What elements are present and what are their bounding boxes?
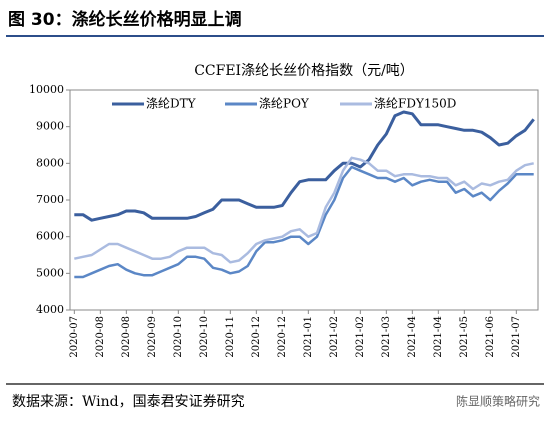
x-tick-label: 2020-09 (147, 316, 158, 358)
legend-label: 涤纶FDY150D (374, 97, 456, 111)
legend-label: 涤纶DTY (146, 97, 197, 111)
source: 数据来源：Wind，国泰君安证券研究 (12, 394, 245, 410)
x-tick-label: 2020-10 (173, 316, 184, 358)
x-tick-label: 2020-12 (251, 316, 262, 358)
y-tick-label: 4000 (36, 303, 64, 316)
series-line (74, 165, 534, 279)
series-line (74, 110, 535, 222)
y-tick-label: 6000 (36, 230, 64, 243)
x-tick-label: 2020-08 (121, 316, 132, 358)
x-tick-label: 2021-02 (329, 316, 340, 358)
x-tick-label: 2020-10 (199, 316, 210, 358)
plot-frame (69, 89, 539, 311)
y-tick-label: 8000 (36, 156, 64, 169)
x-tick-label: 2021-07 (511, 316, 522, 358)
y-tick-label: 10000 (29, 83, 64, 96)
x-tick-label: 2020-08 (95, 316, 106, 358)
chart-title: CCFEI涤纶长丝价格指数（元/吨） (194, 63, 414, 79)
x-tick-label: 2021-06 (485, 316, 496, 358)
x-tick-label: 2020-11 (225, 316, 236, 358)
x-tick-label: 2021-05 (459, 316, 470, 358)
x-tick-label: 2021-04 (433, 316, 444, 358)
legend-label: 涤纶POY (259, 97, 310, 111)
y-tick-label: 9000 (36, 120, 64, 133)
header-title: 图 30：涤纶长丝价格明显上调 (8, 9, 242, 30)
y-tick-label: 5000 (36, 266, 64, 279)
x-tick-label: 2021-01 (303, 316, 314, 358)
watermark: 陈显顺策略研究 (456, 394, 540, 409)
series-line (74, 156, 534, 264)
x-tick-label: 2020-07 (69, 316, 80, 358)
x-tick-label: 2021-02 (355, 316, 366, 358)
y-tick-label: 7000 (36, 193, 64, 206)
x-tick-label: 2020-12 (277, 316, 288, 358)
x-tick-label: 2021-04 (407, 316, 418, 358)
x-tick-label: 2021-03 (381, 316, 392, 358)
